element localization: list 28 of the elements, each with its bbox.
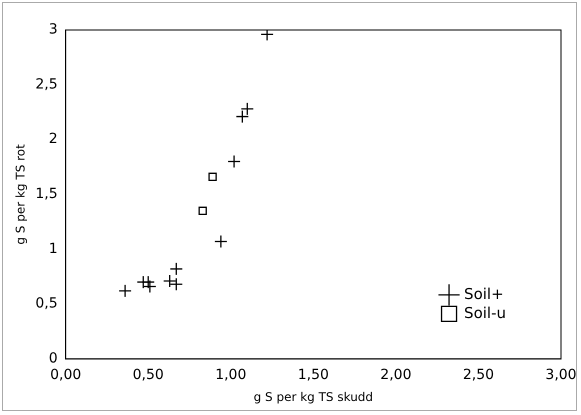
x-tick-label: 2,00 [380, 366, 412, 383]
y-tick-label: 1 [48, 240, 58, 257]
y-tick-label: 2,5 [35, 76, 58, 92]
point [227, 154, 241, 168]
point [214, 234, 228, 248]
y-tick-label: 3 [48, 22, 58, 38]
point [118, 284, 132, 298]
x-axis-title: g S per kg TS skudd [254, 390, 374, 404]
point [142, 275, 155, 289]
point [208, 172, 217, 182]
x-tick-label: 0,50 [132, 366, 164, 383]
point [198, 206, 207, 216]
x-tick-label: 2,50 [462, 366, 494, 383]
x-tick-label: 3,00 [545, 366, 577, 383]
point [236, 110, 249, 124]
y-tick-label: 0 [48, 350, 58, 366]
legend-label: Soil-u [464, 304, 506, 322]
y-tick-label: 2 [48, 131, 58, 148]
y-tick-label: 0,5 [35, 296, 58, 312]
y-axis-title: g S per kg TS rot [13, 144, 28, 245]
x-tick-label: 1,00 [215, 366, 246, 383]
point [260, 30, 274, 42]
point [170, 262, 183, 276]
point [240, 102, 254, 116]
y-tick-label: 1,5 [35, 186, 58, 202]
legend-label: Soil+ [464, 284, 504, 303]
x-tick-label: 1,50 [298, 366, 329, 383]
x-tick-label: 0,00 [50, 366, 82, 383]
